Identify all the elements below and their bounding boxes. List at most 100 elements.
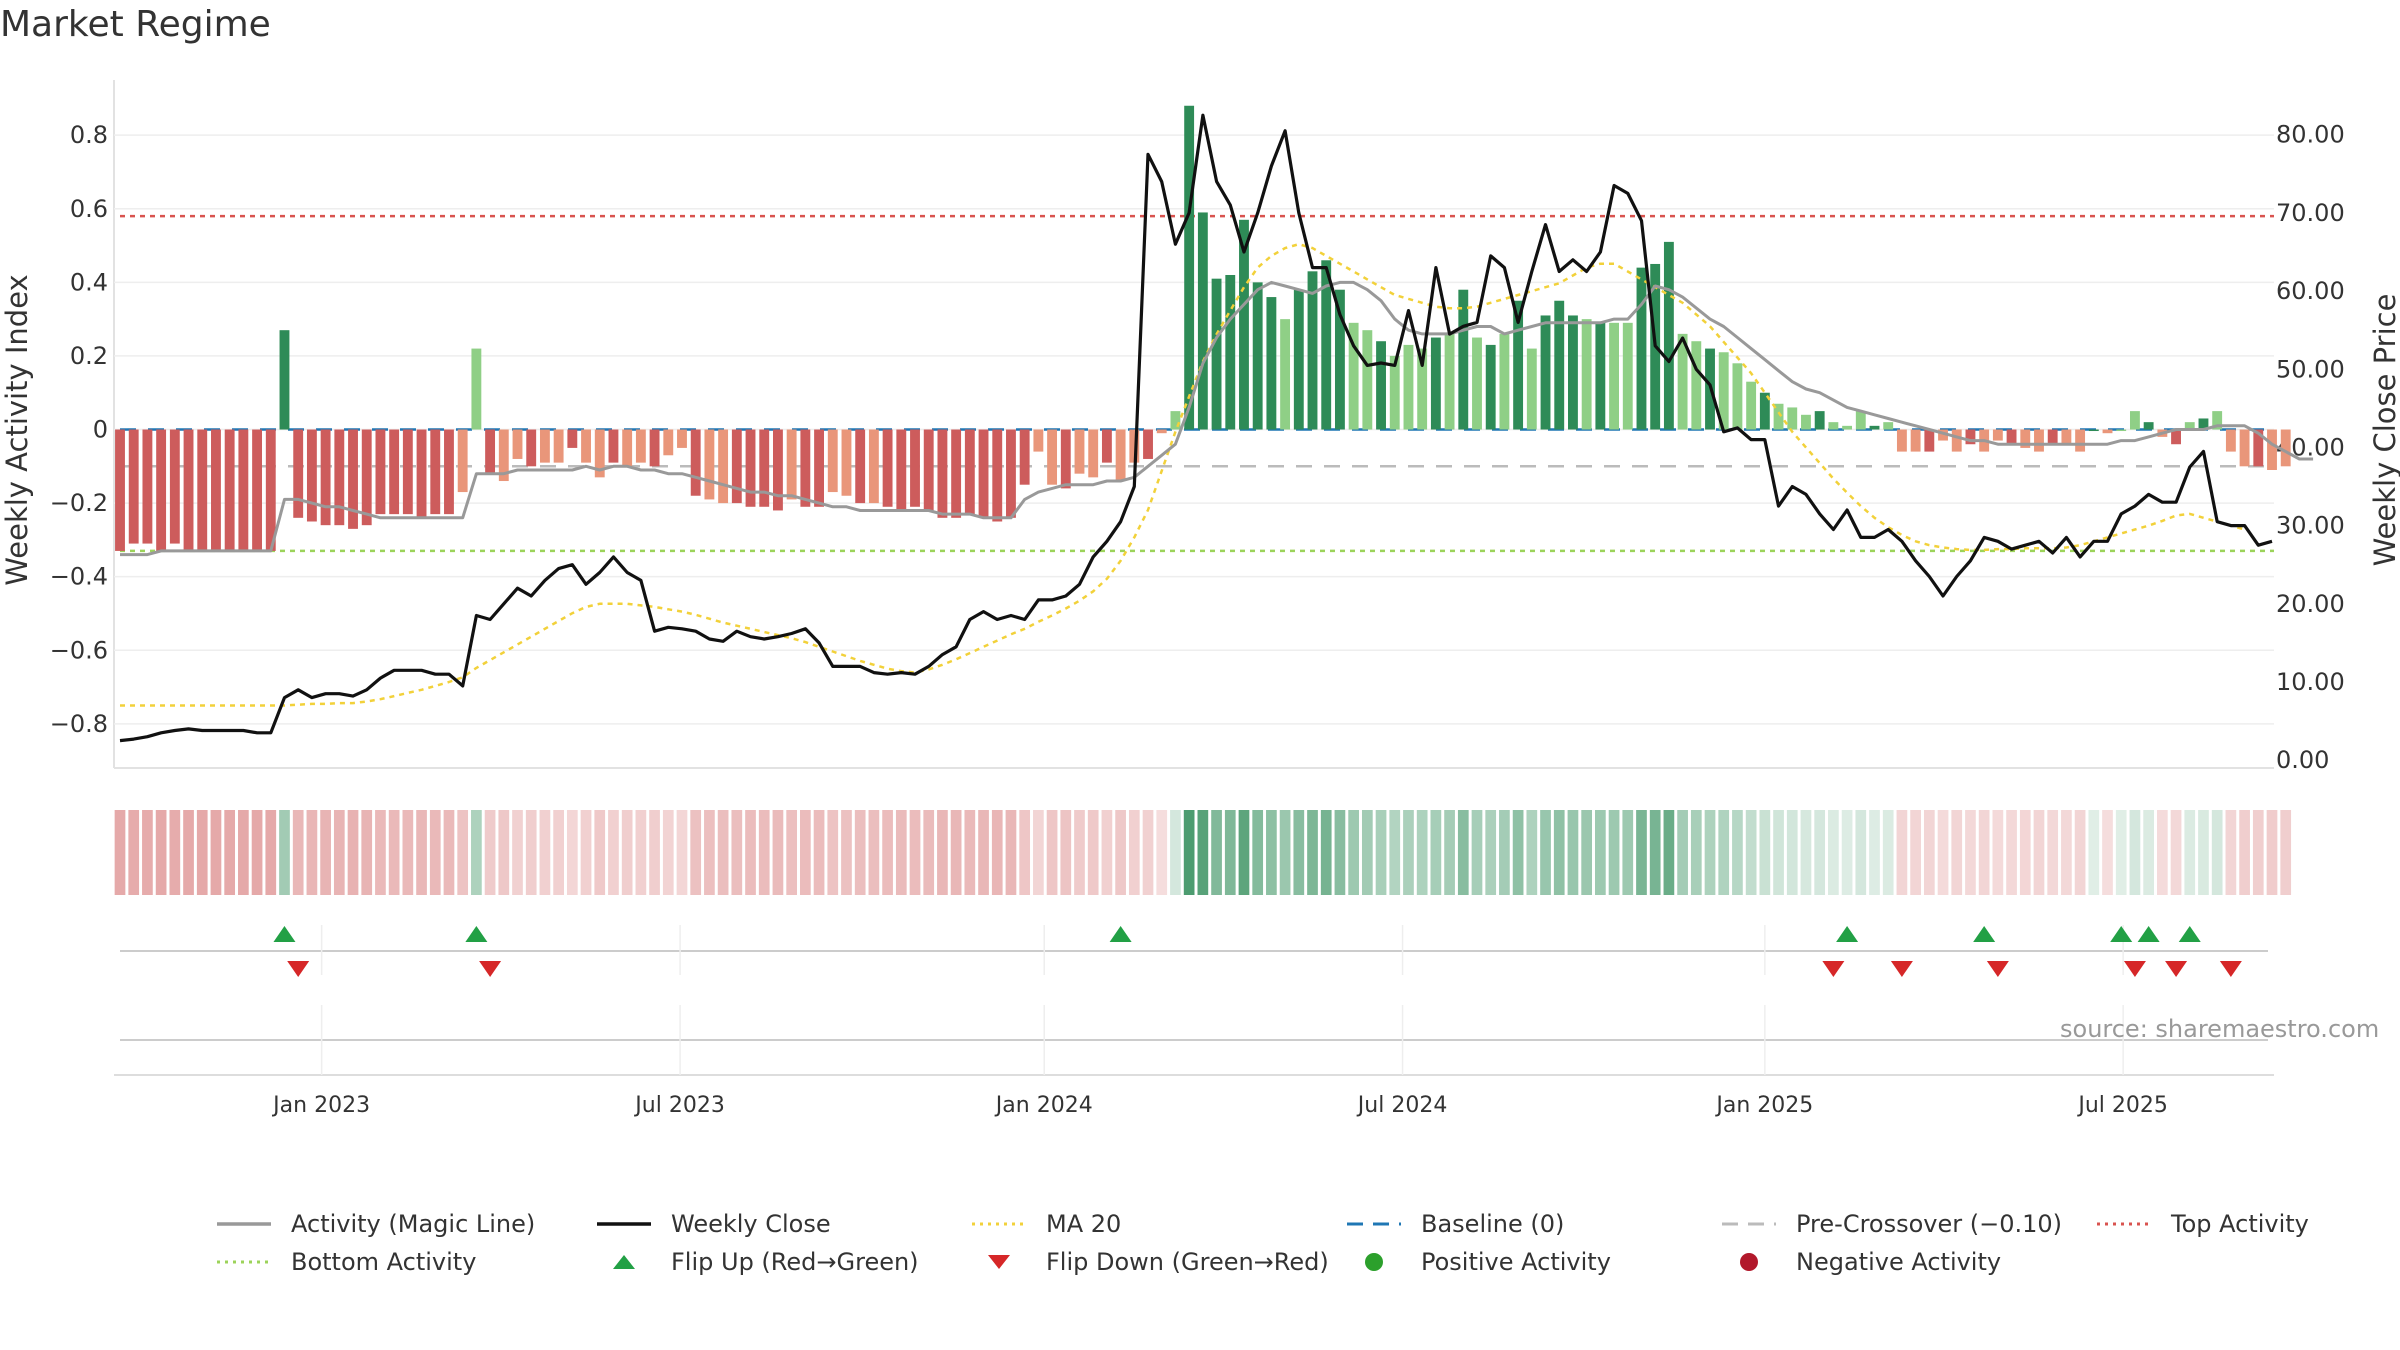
regime-strip-cell	[333, 810, 345, 895]
activity-bar	[1814, 411, 1825, 430]
regime-strip-cell	[512, 810, 523, 895]
activity-bar	[1430, 337, 1441, 430]
regime-strip-cell	[457, 810, 469, 895]
regime-strip-cell	[1745, 810, 1757, 895]
activity-bar	[293, 429, 304, 518]
regime-strip-cell	[292, 810, 304, 895]
regime-strip-cell	[1841, 810, 1853, 895]
regime-strip-cell	[1800, 810, 1812, 895]
legend-label: Flip Up (Red→Green)	[671, 1248, 919, 1276]
x-tick-label: Jul 2023	[633, 1093, 725, 1118]
flip-up-marker	[2137, 926, 2160, 942]
regime-strip-cell	[1266, 810, 1277, 895]
activity-bar	[1677, 333, 1688, 430]
y-tick-label-left: −0.6	[50, 636, 108, 664]
regime-strip-cell	[1499, 810, 1510, 895]
regime-strip-cell	[1718, 810, 1730, 895]
activity-bar	[1485, 344, 1496, 430]
regime-strip-cell	[1293, 810, 1305, 895]
regime-strip-cell	[2088, 810, 2100, 895]
activity-bar	[306, 429, 317, 522]
activity-bar	[1280, 319, 1291, 430]
flip-up-marker	[1109, 926, 1132, 942]
activity-bar	[1568, 315, 1578, 430]
regime-strip-cell	[1704, 810, 1716, 895]
legend-label: Positive Activity	[1421, 1248, 1611, 1276]
activity-bar	[937, 429, 948, 518]
activity-bar	[2034, 429, 2044, 452]
activity-bar	[2143, 422, 2154, 430]
activity-bar	[2198, 418, 2209, 430]
regime-strip-cell	[964, 810, 976, 895]
activity-bar	[197, 429, 208, 551]
regime-strip-cell	[1416, 810, 1428, 895]
legend-label: MA 20	[1046, 1210, 1122, 1238]
legend-line-swatch	[972, 1222, 1026, 1226]
legend-label: Flip Down (Green→Red)	[1046, 1248, 1329, 1276]
activity-bar	[1924, 429, 1935, 452]
activity-bar	[2225, 429, 2236, 452]
flip-up-marker	[2178, 926, 2201, 942]
regime-strip-cell	[978, 810, 989, 895]
regime-strip-cell	[1375, 810, 1387, 895]
regime-strip-cell	[1636, 810, 1647, 895]
regime-strip-cell	[1060, 810, 1072, 895]
activity-bar	[375, 429, 386, 515]
activity-bar	[1663, 241, 1674, 430]
legend-line-swatch	[1722, 1222, 1776, 1226]
activity-bar	[1732, 363, 1743, 430]
regime-strip-cell	[1457, 810, 1469, 895]
regime-strip-cell	[1183, 810, 1195, 895]
regime-strip-cell	[2239, 810, 2250, 895]
regime-strip-cell	[1128, 810, 1140, 895]
activity-bar	[142, 429, 153, 544]
regime-strip-cell	[580, 810, 592, 895]
regime-strip-cell	[375, 810, 386, 895]
activity-bar	[1636, 267, 1647, 430]
regime-strip-cell	[1142, 810, 1154, 895]
activity-bar	[1321, 260, 1332, 430]
activity-bar	[1499, 333, 1510, 430]
regime-strip-cell	[1033, 810, 1044, 895]
activity-bar	[800, 429, 811, 507]
legend-item: Top Activity	[2095, 1205, 2309, 1243]
regime-strip-cell	[895, 810, 907, 895]
activity-bar	[649, 429, 660, 467]
regime-strip-cell	[306, 810, 318, 895]
regime-strip-cell	[621, 810, 633, 895]
activity-bar	[169, 429, 180, 544]
regime-strip-cell	[251, 810, 263, 895]
regime-strip-cell	[923, 810, 935, 895]
regime-strip-cell	[1074, 810, 1085, 895]
regime-strip-cell	[1348, 810, 1359, 895]
regime-strip-cell	[2211, 810, 2223, 895]
activity-bar	[814, 429, 824, 507]
y-tick-label-right: 30.00	[2276, 512, 2345, 540]
regime-strip-cell	[361, 810, 373, 895]
page-title: Market Regime	[0, 4, 271, 45]
regime-strip-cell	[265, 810, 277, 895]
y-tick-label-right: 80.00	[2276, 121, 2345, 149]
flip-down-marker	[287, 961, 310, 977]
regime-strip-cell	[498, 810, 510, 895]
y-tick-label-left: 0	[93, 416, 108, 444]
regime-strip-cell	[2129, 810, 2141, 895]
regime-strip-cell	[402, 810, 414, 895]
activity-bar	[238, 429, 249, 551]
y-tick-label-left: −0.2	[50, 489, 108, 517]
regime-strip-cell	[1156, 810, 1168, 895]
activity-bar	[1828, 422, 1839, 430]
regime-strip-cell	[1937, 810, 1949, 895]
regime-strip-cell	[841, 810, 852, 895]
activity-bar	[1842, 425, 1853, 430]
regime-strip-cell	[1334, 810, 1346, 895]
activity-bar	[553, 429, 564, 463]
activity-bar	[1622, 322, 1633, 430]
regime-strip-cell	[1677, 810, 1688, 895]
regime-strip-cell	[1430, 810, 1442, 895]
activity-bar	[910, 429, 920, 507]
x-tick-label: Jan 2024	[994, 1093, 1093, 1118]
legend-item: Weekly Close	[595, 1205, 831, 1243]
activity-bar	[608, 429, 619, 463]
activity-bar	[265, 429, 276, 551]
